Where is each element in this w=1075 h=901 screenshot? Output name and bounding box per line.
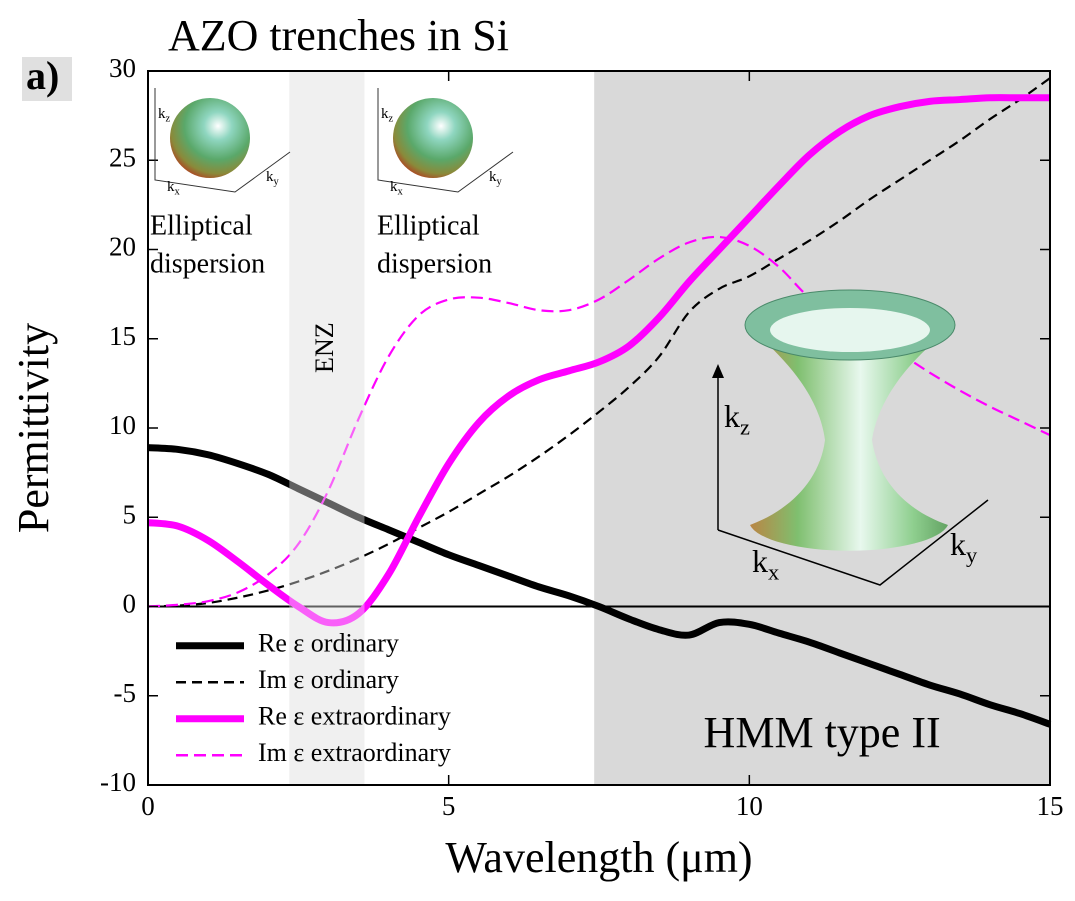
annotation: Elliptical [150, 210, 253, 241]
inset-axis-label: kx [167, 179, 181, 197]
y-tick-label: 25 [109, 142, 136, 172]
y-tick-label: 20 [109, 232, 136, 262]
inset-hyperboloid [712, 289, 989, 586]
legend-label: Im ε extraordinary [258, 738, 451, 767]
series-line [147, 77, 1051, 608]
inset-axis-base: k [752, 543, 768, 579]
inset-axis-sub: x [398, 187, 404, 198]
y-axis-label: Permittivity [9, 323, 58, 533]
legend-label: Re ε extraordinary [258, 702, 451, 731]
annotation: Elliptical [377, 210, 480, 241]
y-tick-label: 0 [123, 589, 137, 619]
legend-label: Im ε ordinary [258, 665, 399, 694]
inset-axis-base: k [724, 398, 740, 434]
inset-axis-sub: y [497, 177, 503, 188]
inset-axis-base: k [489, 169, 497, 185]
series-line [147, 94, 1050, 627]
inset-sphere-2 [377, 88, 514, 193]
inset-axis-sub: x [768, 560, 779, 585]
chart-title: AZO trenches in Si [168, 11, 509, 60]
y-tick-label: -5 [114, 678, 137, 708]
annotation: dispersion [377, 248, 492, 279]
inset-axis-sub: x [175, 187, 181, 198]
x-tick-label: 15 [1037, 791, 1064, 821]
annotation: dispersion [150, 248, 265, 279]
x-tick-label: 5 [442, 791, 456, 821]
region [594, 71, 1050, 785]
inset-axis-label: ky [489, 169, 503, 187]
inset-axis-base: k [950, 526, 966, 562]
panel-label-bg [22, 57, 72, 101]
x-tick-label: 10 [736, 791, 763, 821]
y-tick-label: 5 [123, 499, 137, 529]
inset-axis-label: ky [266, 169, 280, 187]
y-tick-label: 30 [109, 53, 136, 83]
inset-axis-base: k [158, 106, 166, 122]
inset-axis-sub: z [740, 415, 750, 440]
inset-axis-label: kz [724, 398, 750, 439]
panel-label: a) [26, 53, 59, 98]
region [289, 71, 365, 785]
y-tick-label: -10 [100, 767, 136, 797]
inset-axis-base: k [381, 106, 389, 122]
region-label: ENZ [310, 322, 339, 373]
inset-axis-sub: y [966, 543, 978, 568]
legend-label: Re ε ordinary [258, 629, 399, 658]
series-line [147, 444, 1052, 728]
x-tick-label: 0 [141, 791, 155, 821]
inset-axis-label: kx [390, 179, 404, 197]
y-tick-label: 15 [109, 321, 136, 351]
inset-axis-base: k [167, 179, 175, 195]
inset-sphere-1 [154, 88, 291, 193]
inset-axis-label: kz [158, 106, 171, 124]
inset-axis-sub: z [166, 114, 171, 125]
inset-axis-sub: z [389, 114, 394, 125]
inset-axis-base: k [266, 169, 274, 185]
inset-axis-label: kx [752, 543, 779, 584]
x-axis-label: Wavelength (μm) [445, 833, 752, 882]
region-label: HMM type II [704, 708, 941, 757]
inset-axis-base: k [390, 179, 398, 195]
inset-axis-label: ky [950, 526, 978, 567]
y-tick-label: 10 [109, 410, 136, 440]
region-veil [289, 71, 365, 785]
inset-axis-sub: y [274, 177, 280, 188]
inset-axis-label: kz [381, 106, 394, 124]
